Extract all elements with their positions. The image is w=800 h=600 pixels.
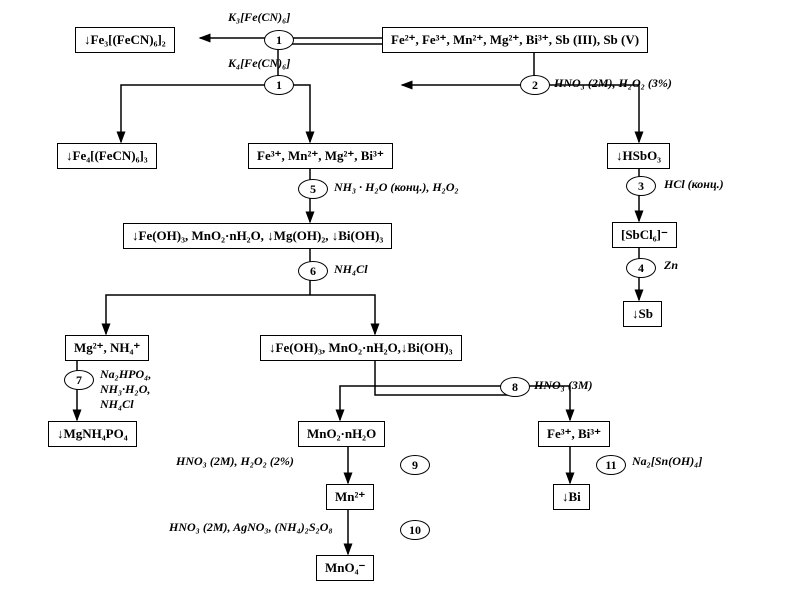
connector (534, 85, 639, 142)
step-s5: 5 (298, 179, 328, 199)
step-s3: 3 (626, 176, 656, 196)
connector (375, 359, 513, 395)
label-nh3: NH₃ · H₂O (конц.), H₂O₂ (334, 180, 459, 195)
step-s1b: 1 (264, 75, 294, 95)
label-hno3_agno3: HNO₃ (2M), AgNO₃, (NH₄)₂S₂O₈ (169, 520, 333, 535)
node-mgnh4po4: ↓MgNH₄PO₄ (48, 421, 137, 447)
node-fe3: ↓Fe₃[(FeCN)₆]₂ (75, 27, 175, 53)
step-s6: 6 (298, 261, 328, 281)
connector-layer (0, 0, 800, 600)
node-sbcl6: [SbCl₆]⁻ (612, 222, 677, 248)
node-group4: Fe³⁺, Mn²⁺, Mg²⁺, Bi³⁺ (248, 143, 393, 169)
label-zn: Zn (664, 258, 678, 273)
connector (278, 44, 382, 84)
node-start: Fe²⁺, Fe³⁺, Mn²⁺, Mg²⁺, Bi³⁺, Sb (III), … (382, 27, 648, 53)
step-s7: 7 (64, 370, 94, 390)
label-hno3_2m_h2o2_2: HNO₃ (2M), H₂O₂ (2%) (176, 454, 294, 469)
step-s9: 9 (400, 455, 430, 475)
node-fe_bi: Fe³⁺, Bi³⁺ (538, 421, 610, 447)
step-s11: 11 (596, 455, 626, 475)
node-trio: ↓Fe(OH)₃, MnO₂·nH₂O,↓Bi(OH)₃ (260, 335, 462, 361)
node-fe4: ↓Fe₄[(FeCN)₆]₃ (57, 143, 157, 169)
node-mg_nh4: Mg²⁺, NH₄⁺ (65, 335, 149, 361)
node-mn2: Mn²⁺ (326, 484, 374, 510)
label-nh4cl: NH₄Cl (334, 262, 368, 277)
node-mno2: MnO₂·nH₂O (298, 421, 385, 447)
node-bi: ↓Bi (553, 484, 590, 510)
node-hsbo3: ↓HSbO₃ (607, 143, 670, 169)
step-s8: 8 (500, 377, 530, 397)
label-k3: K₃[Fe(CN)₆] (228, 10, 290, 25)
step-s1a: 1 (264, 30, 294, 50)
node-hydrox: ↓Fe(OH)₃, MnO₂·nH₂O, ↓Mg(OH)₂, ↓Bi(OH)₃ (123, 223, 392, 249)
label-hcl: HCl (конц.) (664, 177, 724, 192)
step-s4: 4 (626, 258, 656, 278)
connector (106, 295, 310, 334)
node-mno4: MnO₄⁻ (316, 555, 374, 581)
step-s2: 2 (520, 75, 550, 95)
label-na2hpo4: Na₂HPO₄,NH₃·H₂O,NH₄Cl (100, 367, 151, 412)
label-na2snoh4: Na₂[Sn(OH)₄] (632, 454, 702, 469)
label-k4: K₄[Fe(CN)₆] (228, 56, 290, 71)
connector (310, 295, 375, 334)
connector (340, 386, 513, 420)
label-hno3_h2o2: HNO₃ (2M), H₂O₂ (3%) (554, 76, 672, 91)
node-sb: ↓Sb (623, 301, 662, 327)
label-hno3_3m: HNO₃ (3M) (534, 378, 593, 393)
step-s10: 10 (400, 520, 430, 540)
connector (121, 85, 278, 142)
